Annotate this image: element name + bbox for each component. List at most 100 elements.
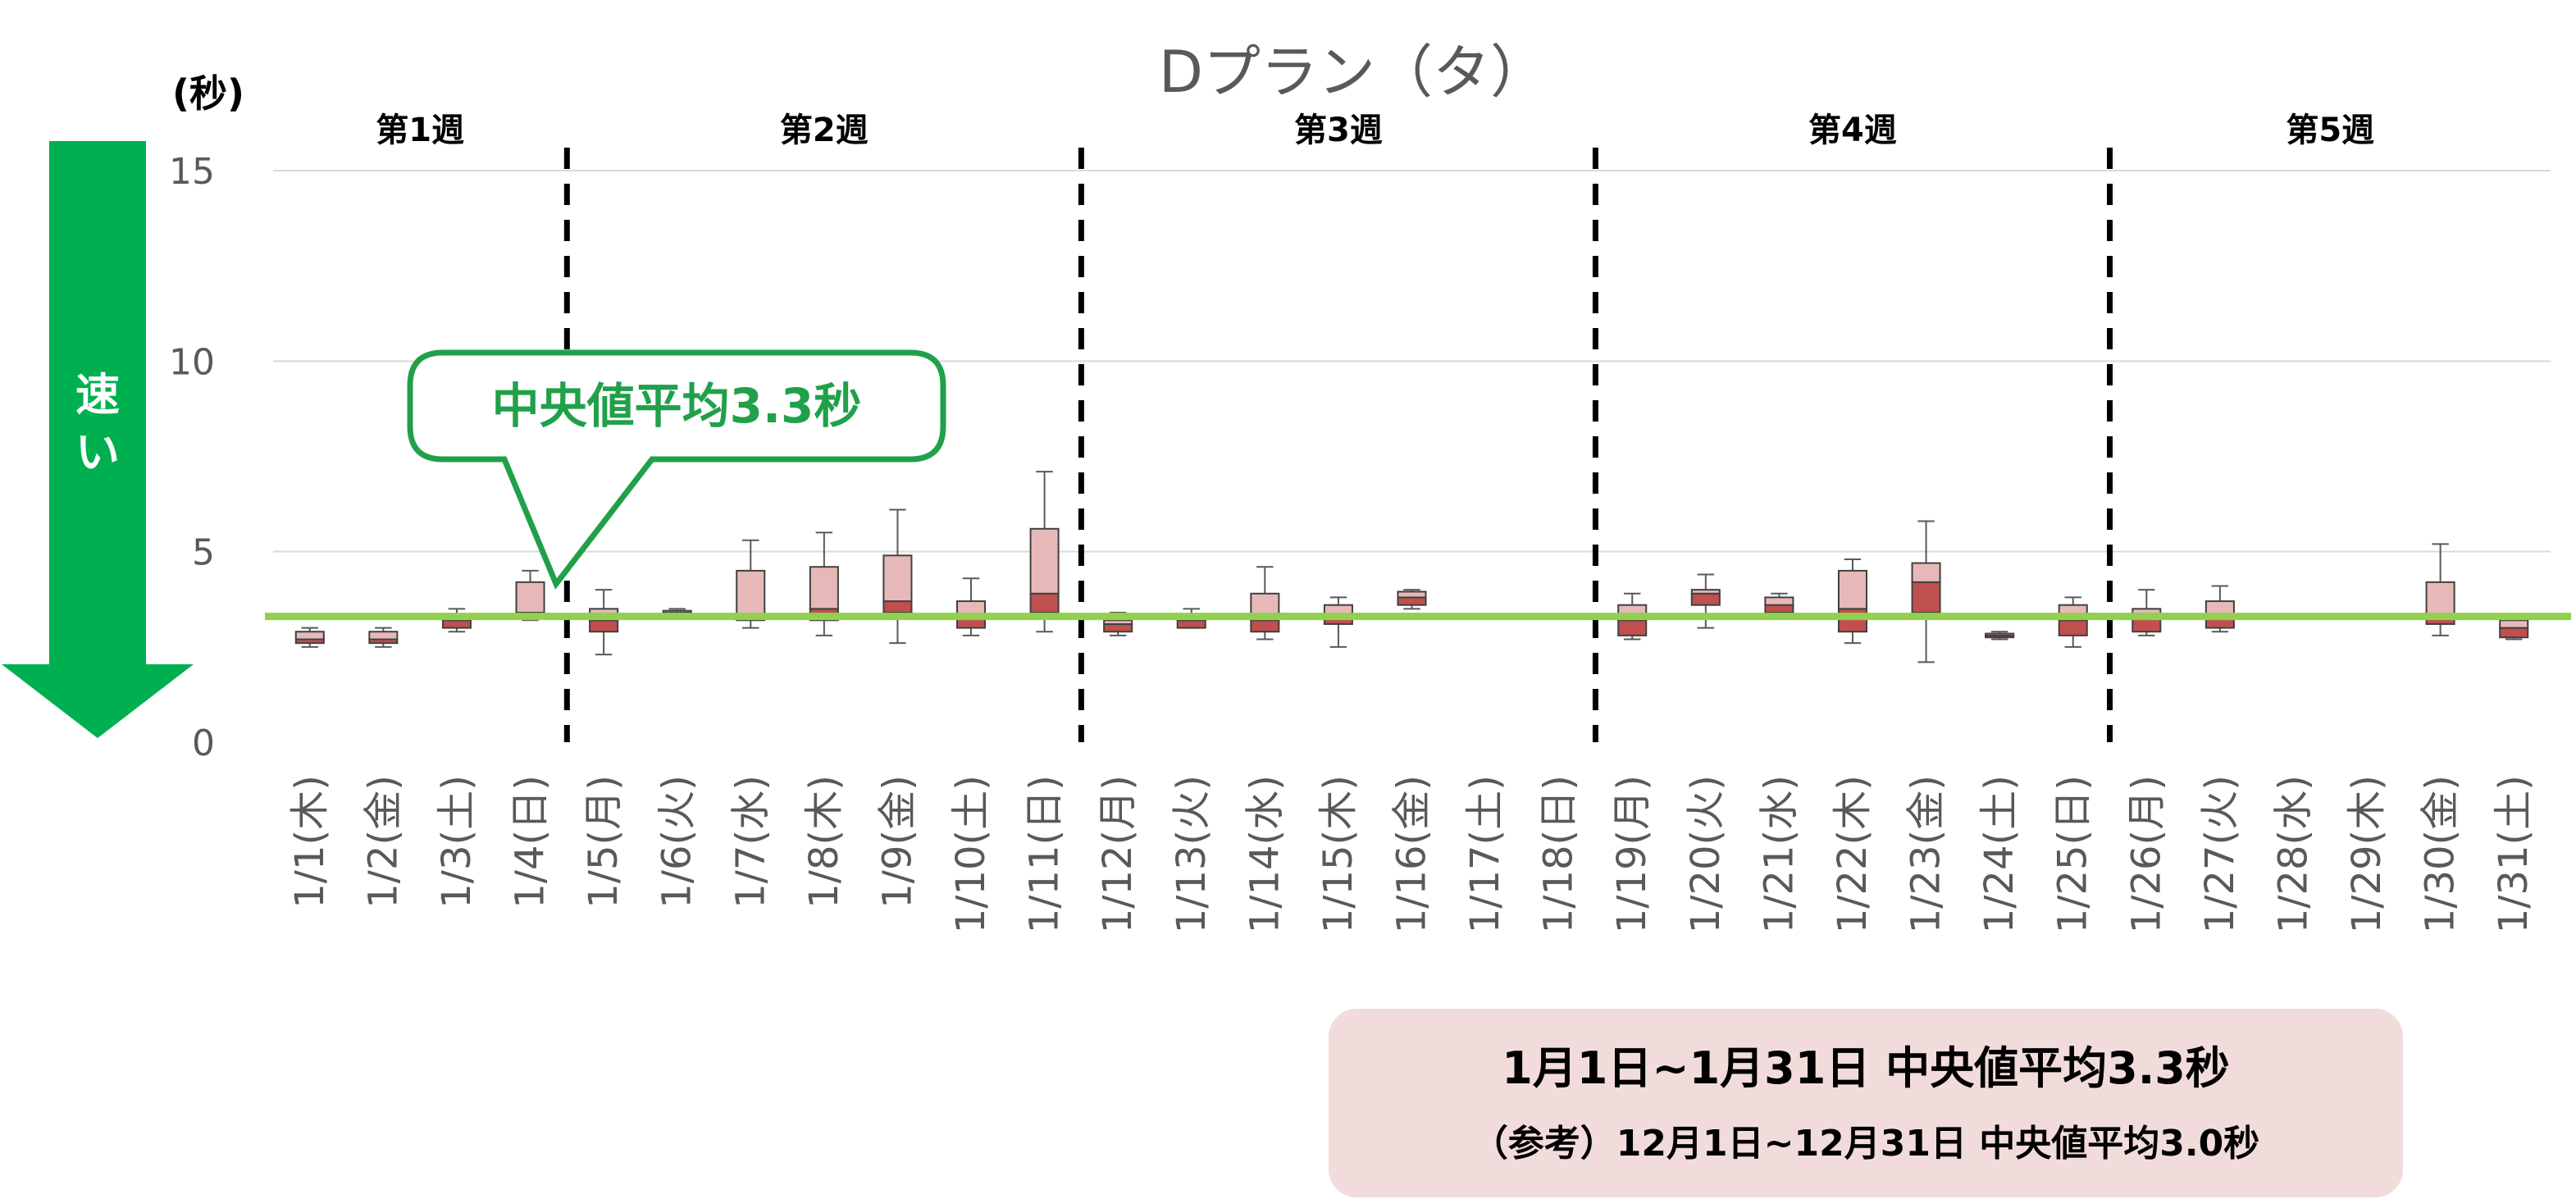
week-label: 第2週 <box>780 112 869 149</box>
y-axis-ticks: 0 5 10 15 <box>169 151 215 764</box>
down-arrow-icon <box>2 141 194 738</box>
x-tick-label: 1/6(火) <box>654 775 700 909</box>
x-tick-label: 1/2(金) <box>360 775 406 909</box>
x-tick-label: 1/20(火) <box>1683 775 1729 933</box>
box-lower <box>589 619 619 633</box>
x-tick-label: 1/10(土) <box>948 775 994 933</box>
x-tick-label: 1/30(金) <box>2418 775 2464 933</box>
box-upper <box>2499 619 2529 629</box>
x-tick-label: 1/9(金) <box>874 775 920 909</box>
box-upper <box>1764 596 1794 606</box>
x-tick-label: 1/3(土) <box>434 775 480 909</box>
x-tick-label: 1/7(水) <box>727 775 773 909</box>
summary-line-2: （参考）12月1日~12月31日 中央値平均3.0秒 <box>1471 1123 2260 1165</box>
box-lower <box>2499 627 2529 639</box>
callout: 中央値平均3.3秒 <box>407 349 946 590</box>
box-upper <box>368 631 399 641</box>
box-plot-item <box>1397 589 1427 610</box>
box-plot-item <box>1911 520 1941 663</box>
box-plot-item <box>2425 543 2455 636</box>
y-tick-label: 15 <box>169 151 215 193</box>
box-lower <box>1764 604 1794 614</box>
callout-text: 中央値平均3.3秒 <box>492 378 862 434</box>
box-plot-item <box>1250 566 1280 641</box>
week-label: 第3週 <box>1294 112 1383 149</box>
box-lower <box>1690 592 1721 606</box>
box-upper <box>1397 590 1427 599</box>
x-tick-label: 1/29(木) <box>2344 775 2390 933</box>
box-lower <box>1176 619 1206 629</box>
x-tick-label: 1/25(日) <box>2050 775 2096 933</box>
box-lower <box>1250 619 1280 633</box>
y-tick-label: 5 <box>192 532 215 574</box>
box-plot-item <box>2058 596 2088 648</box>
box-plot-item <box>589 589 619 656</box>
fast-label-char: 速 <box>75 369 120 421</box>
x-tick-label: 1/1(木) <box>287 775 333 909</box>
summary-line-1: 1月1日~1月31日 中央値平均3.3秒 <box>1502 1042 2230 1094</box>
x-tick-label: 1/4(日) <box>508 775 554 909</box>
x-tick-label: 1/24(土) <box>1976 775 2022 933</box>
box-upper <box>662 609 692 614</box>
x-tick-label: 1/27(火) <box>2197 775 2243 933</box>
x-tick-label: 1/14(水) <box>1242 775 1288 933</box>
callout-bubble <box>407 349 946 590</box>
x-tick-label: 1/17(土) <box>1462 775 1508 933</box>
summary-box: 1月1日~1月31日 中央値平均3.3秒 （参考）12月1日~12月31日 中央… <box>1329 1009 2403 1197</box>
x-tick-label: 1/16(金) <box>1389 775 1435 933</box>
box-plot-item <box>1985 631 2015 641</box>
x-tick-label: 1/22(木) <box>1830 775 1876 933</box>
box-plot-item <box>1837 558 1868 645</box>
y-tick-label: 10 <box>169 341 215 383</box>
box-upper <box>1911 562 1941 583</box>
x-tick-label: 1/28(水) <box>2270 775 2316 933</box>
week-label: 第4週 <box>1808 112 1897 149</box>
box-lower <box>1837 608 1868 633</box>
box-upper <box>515 581 545 614</box>
y-unit-label: (秒) <box>172 71 244 116</box>
box-plot-item <box>1323 596 1353 648</box>
x-tick-label: 1/19(月) <box>1609 775 1655 933</box>
x-tick-label: 1/18(日) <box>1536 775 1582 933</box>
box-upper <box>1690 589 1721 595</box>
box-plot-item <box>1690 573 1721 629</box>
x-tick-label: 1/11(日) <box>1022 775 1068 933</box>
box-upper <box>1029 527 1060 595</box>
box-upper <box>294 631 325 641</box>
x-tick-label: 1/13(火) <box>1169 775 1215 933</box>
box-upper <box>1985 632 2015 636</box>
box-lower <box>1397 596 1427 606</box>
x-tick-label: 1/21(水) <box>1756 775 1802 933</box>
box-upper <box>1103 619 1133 625</box>
box-upper <box>736 569 766 618</box>
x-tick-label: 1/15(木) <box>1315 775 1361 933</box>
box-lower <box>441 619 472 629</box>
box-lower <box>1617 619 1648 636</box>
x-axis-ticks: 1/1(木) 1/2(金) 1/3(土) 1/4(日) 1/5(月) 1/6(火) 1/7(… <box>287 775 2537 933</box>
box-lower <box>1103 622 1133 633</box>
box-plot-item <box>2499 615 2529 641</box>
box-lower <box>882 600 913 614</box>
box-upper <box>2425 581 2455 618</box>
week-labels: 第1週 第2週 第3週 第4週 第5週 <box>376 112 2374 149</box>
box-lower <box>2058 619 2088 636</box>
box-plot-item <box>2131 589 2162 636</box>
box-plot-item <box>294 627 325 648</box>
box-upper <box>1837 569 1868 610</box>
chart-title: Dプラン（タ） <box>1159 39 1548 106</box>
box-series <box>294 471 2529 663</box>
box-lower <box>1029 592 1060 614</box>
box-plot-item <box>1029 471 1060 633</box>
box-upper <box>882 554 913 603</box>
box-plot-item <box>955 577 987 636</box>
fast-arrow: 速い <box>2 141 194 738</box>
box-lower <box>1911 581 1941 614</box>
x-tick-label: 1/8(木) <box>801 775 847 909</box>
box-upper <box>809 566 839 610</box>
y-tick-label: 0 <box>192 723 215 764</box>
x-tick-label: 1/31(土) <box>2491 775 2537 933</box>
box-plot-item <box>368 627 399 648</box>
week-label: 第1週 <box>376 112 464 149</box>
x-tick-label: 1/12(月) <box>1095 775 1141 933</box>
